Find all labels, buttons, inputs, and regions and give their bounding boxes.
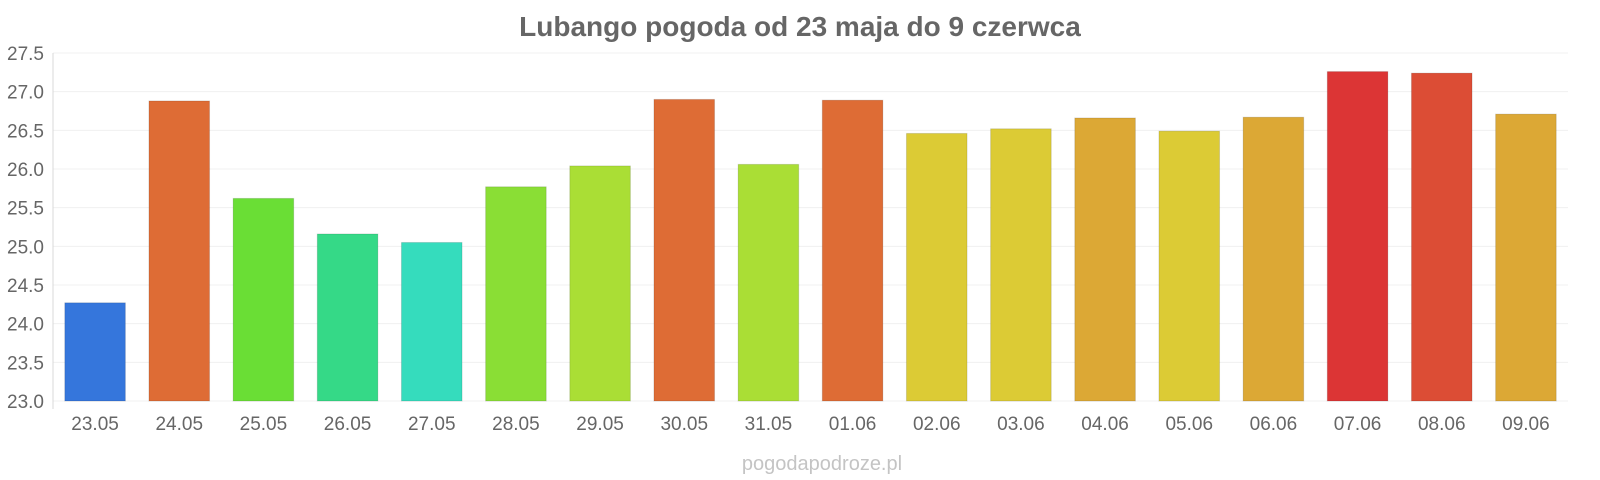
bar-31.05 [737, 163, 800, 402]
bar-04.06 [1074, 117, 1136, 402]
bar-26.05 [316, 233, 379, 402]
x-tick-label: 27.05 [408, 414, 456, 435]
x-tick-label: 08.06 [1418, 414, 1466, 435]
bar-28.05 [485, 186, 547, 402]
x-tick-label: 04.06 [1081, 414, 1129, 435]
x-tick-label: 09.06 [1502, 414, 1550, 435]
y-tick-label: 23.0 [7, 392, 44, 413]
x-tick-label: 07.06 [1334, 414, 1382, 435]
x-tick-label: 23.05 [71, 414, 119, 435]
x-tick-label: 28.05 [492, 414, 540, 435]
x-tick-label: 03.06 [997, 414, 1045, 435]
x-tick-label: 30.05 [660, 414, 708, 435]
y-tick-label: 25.0 [7, 237, 44, 258]
x-tick-label: 01.06 [829, 414, 877, 435]
bar-06.06 [1242, 116, 1305, 402]
chart-title: Lubango pogoda od 23 maja do 9 czerwca [519, 11, 1081, 42]
bar-29.05 [569, 165, 631, 402]
y-tick-label: 27.5 [7, 44, 44, 65]
bar-05.06 [1158, 130, 1221, 402]
bar-24.05 [148, 100, 211, 402]
y-tick-label: 25.5 [7, 199, 44, 220]
bar-23.05 [64, 302, 126, 402]
y-tick-label: 24.0 [7, 315, 44, 336]
bar-08.06 [1410, 72, 1473, 402]
y-tick-label: 26.5 [7, 121, 44, 142]
bar-30.05 [653, 98, 716, 402]
x-tick-label: 05.06 [1165, 414, 1213, 435]
x-tick-label: 02.06 [913, 414, 961, 435]
y-axis-ticks: 23.0 23.5 24.0 24.5 25.0 25.5 26.0 26.5 27.0 27.5 [7, 44, 44, 413]
x-tick-label: 25.05 [240, 414, 288, 435]
bar-25.05 [232, 197, 295, 402]
x-tick-label: 06.06 [1250, 414, 1298, 435]
x-tick-label: 26.05 [324, 414, 372, 435]
bar-07.06 [1326, 71, 1389, 402]
y-tick-label: 23.5 [7, 353, 44, 374]
bar-09.06 [1495, 113, 1557, 402]
x-tick-label: 24.05 [155, 414, 203, 435]
x-axis-ticks: 23.05 24.05 25.05 26.05 27.05 28.05 29.05 30.05… [71, 414, 1549, 435]
bar-01.06 [821, 99, 884, 402]
x-tick-label: 29.05 [576, 414, 624, 435]
bars [64, 71, 1557, 402]
x-tick-label: 31.05 [745, 414, 793, 435]
bar-27.05 [400, 241, 463, 402]
bar-02.06 [905, 132, 968, 402]
y-tick-label: 26.0 [7, 160, 44, 181]
bar-03.06 [990, 128, 1052, 402]
watermark: pogodapodroze.pl [742, 453, 902, 475]
y-tick-label: 27.0 [7, 83, 44, 104]
grid-lines [53, 52, 1568, 402]
y-tick-label: 24.5 [7, 276, 44, 297]
